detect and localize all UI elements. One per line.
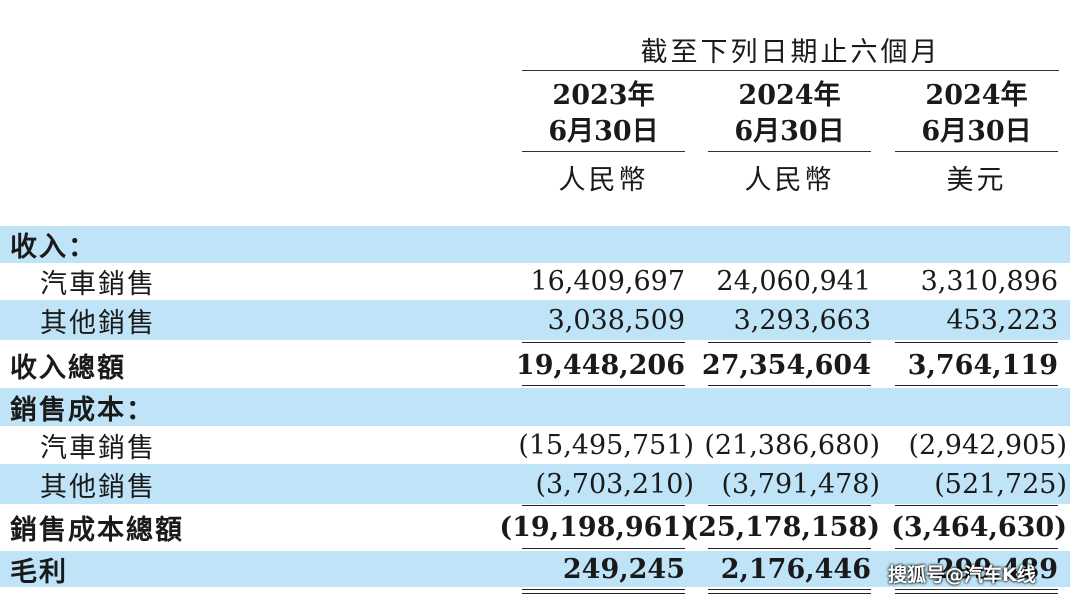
row-label: 汽車銷售	[40, 432, 156, 464]
row-label: 毛利	[10, 556, 68, 588]
cell-value: 249,245	[562, 553, 685, 585]
cell-value: (3,464,630)	[891, 511, 1067, 543]
table-row-gross-profit: 毛利 249,245 2,176,446 299,489	[0, 551, 1070, 588]
table-row-total-cost: 銷售成本總額 (19,198,961) (25,178,158) (3,464,…	[0, 507, 1070, 547]
subtotal-rule	[895, 505, 1058, 506]
subtotal-rule	[895, 342, 1058, 343]
column-currency: 美元	[946, 165, 1007, 196]
table-row-cost-heading: 銷售成本：	[0, 388, 1070, 426]
grand-total-rule	[895, 589, 1058, 594]
cell-value: (25,178,158)	[685, 511, 880, 543]
table-row-revenue-heading: 收入：	[0, 226, 1070, 263]
row-label: 銷售成本總額	[10, 514, 184, 546]
grand-total-rule	[522, 589, 685, 594]
cell-value: 19,448,206	[515, 349, 685, 381]
cell-value: (15,495,751)	[518, 429, 694, 461]
cell-value: (19,198,961)	[499, 511, 694, 543]
column-year: 2024年	[925, 80, 1028, 111]
period-title-rule	[522, 70, 1059, 71]
row-label: 汽車銷售	[40, 269, 156, 300]
subtotal-rule	[522, 342, 685, 343]
subtotal-rule	[522, 505, 685, 506]
cell-value: (3,703,210)	[535, 468, 694, 500]
cell-value: (3,791,478)	[721, 468, 880, 500]
cell-value: (21,386,680)	[704, 429, 880, 461]
total-rule	[708, 385, 871, 386]
cell-value: 3,764,119	[907, 349, 1058, 381]
cell-value: (2,942,905)	[908, 429, 1067, 461]
table-row-other-sales: 其他銷售 3,038,509 3,293,663 453,223	[0, 300, 1070, 340]
table-row-total-revenue: 收入總額 19,448,206 27,354,604 3,764,119	[0, 345, 1070, 385]
cell-value: 3,310,896	[920, 266, 1058, 297]
watermark: 搜狐号@汽车K线	[888, 564, 1036, 586]
cell-value: 24,060,941	[716, 266, 871, 297]
total-rule	[895, 548, 1058, 549]
row-label: 其他銷售	[40, 471, 156, 503]
cell-value: 3,293,663	[733, 304, 871, 336]
table-row-vehicle-sales: 汽車銷售 16,409,697 24,060,941 3,310,896	[0, 263, 1070, 300]
total-rule	[522, 548, 685, 549]
row-label: 收入總額	[10, 352, 126, 384]
subtotal-rule	[708, 342, 871, 343]
cell-value: (521,725)	[934, 468, 1067, 500]
cell-value: 453,223	[946, 304, 1058, 336]
period-title: 截至下列日期止六個月	[640, 37, 941, 68]
column-date: 6月30日	[734, 116, 845, 147]
column-date: 6月30日	[548, 116, 659, 147]
cell-value: 299,489	[935, 553, 1058, 585]
column-year: 2023年	[552, 80, 655, 111]
cell-value: 16,409,697	[530, 266, 685, 297]
column-year: 2024年	[738, 80, 841, 111]
cell-value: 27,354,604	[701, 349, 871, 381]
column-rule	[708, 151, 871, 152]
column-rule	[895, 151, 1058, 152]
total-rule	[522, 385, 685, 386]
column-currency: 人民幣	[744, 165, 835, 196]
cell-value: 3,038,509	[547, 304, 685, 336]
total-rule	[895, 385, 1058, 386]
row-label: 其他銷售	[40, 307, 156, 339]
column-currency: 人民幣	[558, 165, 649, 196]
total-rule	[708, 548, 871, 549]
row-label: 收入：	[10, 232, 97, 263]
grand-total-rule	[708, 589, 871, 594]
table-row-other-cost: 其他銷售 (3,703,210) (3,791,478) (521,725)	[0, 464, 1070, 504]
column-date: 6月30日	[921, 116, 1032, 147]
subtotal-rule	[708, 505, 871, 506]
table-row-vehicle-cost: 汽車銷售 (15,495,751) (21,386,680) (2,942,90…	[0, 426, 1070, 464]
column-rule	[522, 151, 685, 152]
cell-value: 2,176,446	[720, 553, 871, 585]
row-label: 銷售成本：	[10, 394, 155, 426]
